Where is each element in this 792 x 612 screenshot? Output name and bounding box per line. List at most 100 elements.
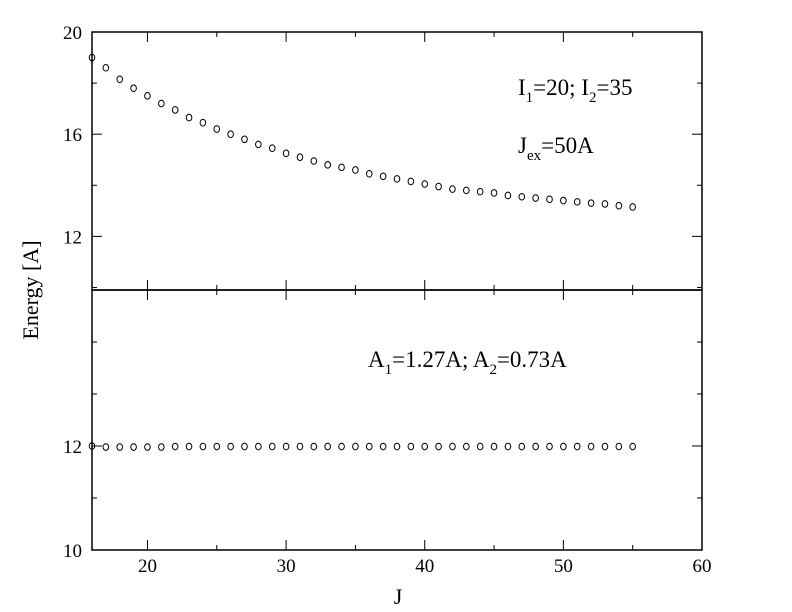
- data-point: [310, 442, 318, 451]
- annotation-base: J: [518, 133, 527, 158]
- data-point: [185, 442, 193, 451]
- annotation-tail: =1.27A;: [392, 347, 473, 372]
- data-point: [421, 180, 429, 188]
- annotation-tail: =50A: [541, 133, 594, 158]
- data-point: [532, 442, 539, 451]
- data-point: [407, 177, 415, 186]
- data-point: [296, 442, 304, 451]
- x-tick-label: 40: [415, 556, 434, 577]
- data-point: [379, 172, 387, 181]
- data-point: [185, 113, 193, 122]
- data-point: [268, 144, 276, 153]
- data-point: [88, 53, 96, 62]
- data-point: [449, 442, 456, 451]
- annotation-subscript: ex: [527, 148, 542, 164]
- data-point: [255, 140, 262, 149]
- data-point: [130, 443, 137, 451]
- data-point: [171, 442, 179, 451]
- data-point: [601, 200, 609, 208]
- data-point: [268, 442, 276, 451]
- y-axis-title: Energy [A]: [18, 240, 43, 339]
- data-point: [227, 130, 234, 138]
- data-point: [255, 442, 262, 451]
- annotation-tail: =35: [596, 75, 632, 100]
- data-point: [227, 442, 234, 451]
- bottom-ticks: [92, 290, 703, 551]
- annotation-base: I: [581, 75, 589, 100]
- data-point: [199, 442, 207, 451]
- annotation-subscript: 2: [489, 362, 497, 378]
- annotation-subscript: 1: [385, 362, 393, 378]
- data-point: [435, 182, 442, 191]
- top-series: [88, 53, 636, 211]
- data-point: [463, 186, 470, 195]
- data-point: [435, 442, 442, 451]
- x-tick-label: 20: [138, 556, 157, 577]
- y-tick-label: 10: [63, 541, 82, 562]
- data-point: [310, 157, 318, 165]
- data-point: [573, 442, 581, 451]
- data-point: [518, 192, 526, 201]
- top-tick-labels: 12 16 20: [63, 23, 82, 248]
- data-point: [615, 201, 623, 210]
- data-point: [421, 442, 429, 451]
- data-point: [476, 187, 484, 196]
- y-tick-label: 20: [63, 23, 82, 44]
- data-point: [587, 199, 595, 207]
- data-point: [449, 185, 456, 193]
- y-tick-label: 16: [63, 125, 82, 146]
- data-point: [213, 442, 221, 451]
- data-point: [144, 443, 151, 451]
- bottom-annotations: A1=1.27A; A2=0.73A: [368, 347, 567, 378]
- data-point: [546, 195, 553, 204]
- data-point: [532, 194, 539, 202]
- x-tick-label: 30: [277, 556, 296, 577]
- data-point: [241, 442, 248, 451]
- data-point: [560, 442, 567, 451]
- data-point: [573, 198, 581, 206]
- data-point: [560, 196, 567, 205]
- annotation-tail: =0.73A: [497, 347, 567, 372]
- data-point: [324, 161, 331, 169]
- annotation-text: I1=20; I2=35: [518, 75, 632, 106]
- data-point: [199, 118, 207, 127]
- data-point: [629, 442, 636, 451]
- data-point: [379, 442, 387, 451]
- data-point: [407, 442, 415, 451]
- data-point: [476, 442, 484, 451]
- data-point: [116, 443, 124, 451]
- data-point: [88, 442, 96, 450]
- top-plot-frame: [91, 31, 703, 291]
- data-point: [393, 175, 401, 183]
- data-point: [171, 106, 179, 114]
- data-point: [130, 84, 137, 92]
- y-tick-label: 12: [63, 437, 82, 458]
- annotation-base: I: [518, 75, 526, 100]
- data-point: [102, 443, 110, 451]
- x-tick-label: 50: [554, 556, 573, 577]
- x-axis-title: J: [394, 584, 403, 609]
- data-point: [518, 442, 526, 451]
- bottom-series: [88, 442, 636, 451]
- bottom-plot-frame: [91, 289, 703, 551]
- x-tick-label: 60: [693, 556, 712, 577]
- data-point: [365, 169, 373, 178]
- data-point: [102, 63, 110, 72]
- data-point: [324, 442, 331, 451]
- data-point: [490, 442, 498, 451]
- data-point: [504, 442, 512, 451]
- top-annotations: I1=20; I2=35 Jex=50A: [518, 75, 632, 164]
- data-point: [352, 442, 359, 451]
- annotation-base: A: [473, 347, 490, 372]
- annotation-subscript: 1: [526, 90, 534, 106]
- data-point: [601, 442, 609, 451]
- annotation-text: A1=1.27A; A2=0.73A: [368, 347, 567, 378]
- data-point: [241, 135, 248, 144]
- data-point: [296, 153, 304, 161]
- data-point: [352, 166, 359, 174]
- annotation-subscript: 2: [589, 90, 597, 106]
- data-point: [615, 442, 623, 451]
- data-point: [158, 443, 165, 451]
